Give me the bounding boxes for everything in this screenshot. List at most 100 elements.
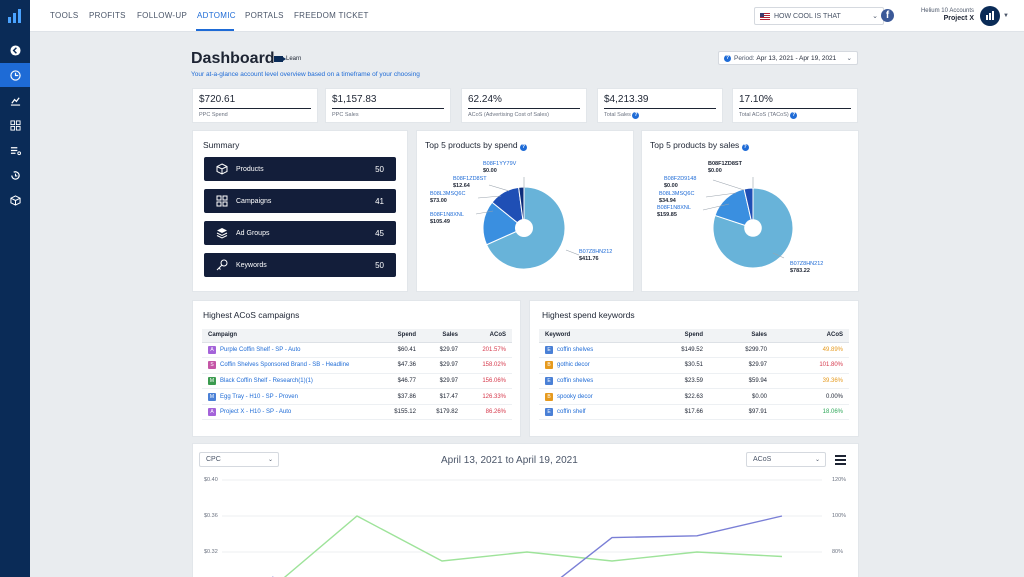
leader-line (475, 210, 494, 215)
chart-menu-icon[interactable] (835, 455, 846, 467)
sales-cell: $179.82 (422, 404, 464, 421)
row-name[interactable]: coffin shelves (557, 346, 594, 353)
col-header[interactable]: Campaign (202, 329, 372, 343)
summary-ad-groups-button[interactable]: Ad Groups 45 (204, 221, 396, 245)
col-header[interactable]: Keyword (539, 329, 651, 343)
nav-portals[interactable]: PORTALS (245, 11, 284, 20)
type-badge: E (545, 376, 553, 385)
row-name[interactable]: Purple Coffin Shelf - SP - Auto (220, 346, 301, 353)
chevron-down-icon: ⌄ (846, 55, 852, 62)
period-label: Period: (734, 54, 755, 62)
table-row[interactable]: A Purple Coffin Shelf - SP - Auto $60.41 $2… (202, 342, 512, 359)
table-header: Keyword Spend Sales ACoS (539, 329, 849, 343)
nav-adtomic[interactable]: ADTOMIC (197, 11, 236, 20)
pie-slice[interactable] (482, 201, 525, 246)
col-header[interactable]: ACoS (773, 329, 849, 343)
key-icon (216, 259, 228, 271)
leader-line (702, 203, 730, 211)
col-header[interactable]: Spend (651, 329, 709, 343)
helium10-logo-icon[interactable] (6, 7, 24, 25)
row-name[interactable]: Coffin Shelves Sponsored Brand - SB - He… (220, 362, 350, 369)
row-name[interactable]: coffin shelves (557, 377, 594, 384)
sidebar-analytics-icon[interactable] (0, 88, 30, 112)
row-name-cell[interactable]: S Coffin Shelves Sponsored Brand - SB - H… (202, 357, 372, 374)
learn-link[interactable]: Learn (274, 56, 301, 62)
pie-center (514, 218, 534, 238)
series-line-cpc[interactable] (272, 515, 783, 577)
table-row[interactable]: S Coffin Shelves Sponsored Brand - SB - H… (202, 357, 512, 374)
summary-campaigns-button[interactable]: Campaigns 41 (204, 189, 396, 213)
col-header[interactable]: ACoS (464, 329, 512, 343)
summary-count: 41 (375, 196, 384, 206)
row-name[interactable]: Black Coffin Shelf - Research(1)(1) (220, 377, 313, 384)
table-row[interactable]: A Project X - H10 - SP - Auto $155.12 $179.… (202, 404, 512, 421)
pie-card-title-wrap: Top 5 products by spend ? (425, 140, 530, 151)
y-left-tick: $0.36 (204, 513, 218, 519)
row-name[interactable]: spooky decor (557, 393, 593, 400)
account-switcher[interactable]: Helium 10 Accounts Project X (921, 7, 974, 23)
sidebar-dashboard-icon[interactable] (0, 63, 30, 87)
col-header[interactable]: Sales (709, 329, 773, 343)
acos-cell: 126.33% (464, 388, 512, 405)
chevron-down-icon: ⌄ (872, 13, 878, 20)
series-line-acos[interactable] (272, 515, 783, 577)
table-row[interactable]: M Egg Tray - H10 - SP - Proven $37.86 $17.4… (202, 388, 512, 405)
account-chevron-icon[interactable]: ▼ (1003, 13, 1009, 19)
summary-keywords-button[interactable]: Keywords 50 (204, 253, 396, 277)
nav-tools[interactable]: TOOLS (50, 11, 79, 20)
row-name[interactable]: Project X - H10 - SP - Auto (220, 409, 292, 416)
nav-freedom-ticket[interactable]: FREEDOM TICKET (294, 11, 369, 20)
summary-label: Ad Groups (236, 229, 270, 237)
right-metric-select[interactable]: ACoS ⌄ (746, 452, 826, 467)
help-icon[interactable]: ? (790, 112, 798, 119)
sidebar-back-icon[interactable] (0, 38, 30, 62)
row-name-cell[interactable]: A Purple Coffin Shelf - SP - Auto (202, 342, 372, 359)
help-icon[interactable]: ? (741, 144, 749, 151)
left-metric-value: CPC (206, 456, 221, 463)
row-name[interactable]: gothic decor (557, 362, 590, 369)
row-name-cell[interactable]: A Project X - H10 - SP - Auto (202, 404, 372, 421)
marketplace-select[interactable]: HOW COOL IS THAT ⌄ (754, 7, 884, 25)
acos-cell: 101.80% (773, 357, 849, 374)
col-header[interactable]: Spend (372, 329, 422, 343)
help-icon[interactable]: ? (520, 144, 527, 151)
row-name-cell[interactable]: M Black Coffin Shelf - Research(1)(1) (202, 373, 372, 390)
left-metric-select[interactable]: CPC ⌄ (199, 452, 279, 467)
nav-profits[interactable]: PROFITS (89, 11, 126, 20)
help-icon[interactable]: ? (724, 54, 731, 62)
row-name-cell[interactable]: M Egg Tray - H10 - SP - Proven (202, 388, 372, 405)
summary-products-button[interactable]: Products 50 (204, 157, 396, 181)
period-select[interactable]: ? Period: Apr 13, 2021 - Apr 19, 2021 ⌄ (718, 51, 858, 65)
pie-spend-slices (482, 186, 566, 270)
stat-value: $720.61 (199, 94, 311, 109)
row-name[interactable]: Egg Tray - H10 - SP - Proven (220, 393, 298, 400)
row-name[interactable]: coffin shelf (557, 409, 586, 416)
sidebar-history-icon[interactable] (0, 163, 30, 187)
nav-follow-up[interactable]: FOLLOW-UP (137, 11, 188, 20)
pie-spend-label: B08F1YY79V $0.00 (483, 161, 516, 175)
type-badge: A (208, 408, 216, 417)
stat-label: Total Sales ? (604, 112, 716, 119)
table-row[interactable]: M Black Coffin Shelf - Research(1)(1) $46.… (202, 373, 512, 390)
avatar[interactable] (980, 6, 1000, 26)
col-header[interactable]: Sales (422, 329, 464, 343)
stat-value: $1,157.83 (332, 94, 444, 109)
sidebar-grid-icon[interactable] (0, 113, 30, 137)
help-icon[interactable]: ? (632, 112, 640, 119)
sidebar-list-icon[interactable] (0, 138, 30, 162)
slice-value: $105.49 (430, 219, 450, 225)
stat-value: 17.10% (739, 94, 851, 109)
pie-sales-label: B07Z8HN212 $783.22 (790, 261, 823, 275)
facebook-icon[interactable]: f (881, 9, 894, 22)
sidebar-box-icon[interactable] (0, 188, 30, 212)
